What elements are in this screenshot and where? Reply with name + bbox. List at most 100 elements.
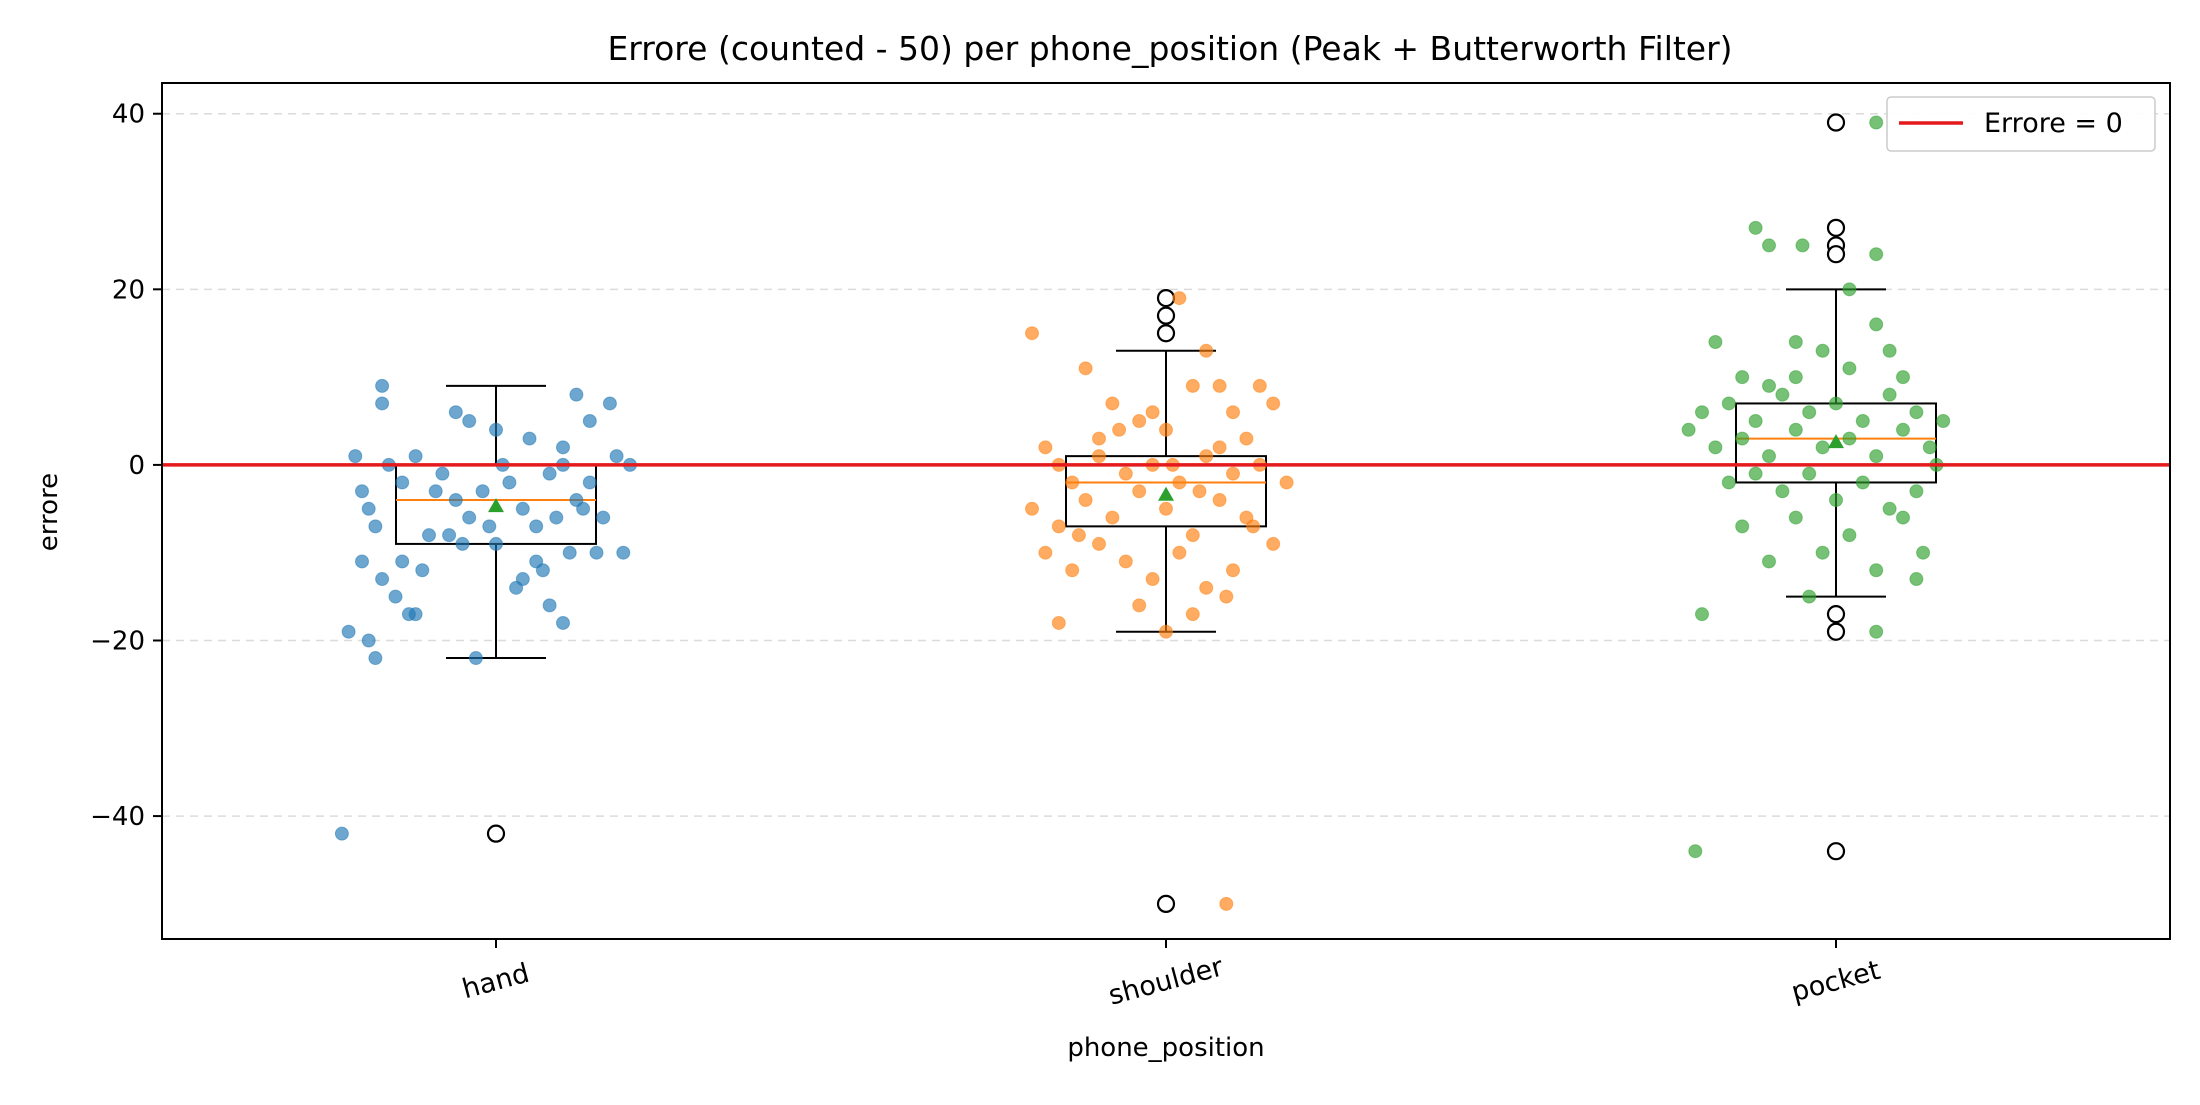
- data-point: [361, 501, 376, 516]
- data-point: [1226, 466, 1240, 481]
- legend: Errore = 0: [1886, 96, 2156, 152]
- data-point: [1896, 510, 1910, 525]
- legend-label: Errore = 0: [1984, 108, 2123, 139]
- x-tick-label: hand: [459, 958, 533, 1006]
- data-point: [1219, 589, 1234, 604]
- data-point: [1802, 405, 1817, 420]
- data-point: [1721, 475, 1736, 490]
- data-point: [1112, 422, 1127, 437]
- data-point: [1172, 475, 1187, 490]
- data-point: [1882, 387, 1897, 402]
- x-axis-ticks: hand shoulder pocket: [459, 939, 1884, 1012]
- outlier-marker: [1156, 894, 1176, 913]
- outlier-marker: [486, 824, 506, 843]
- outlier-marker: [1826, 842, 1846, 861]
- data-point: [1842, 528, 1857, 543]
- data-point: [355, 554, 369, 569]
- data-point: [341, 624, 356, 639]
- data-point: [1266, 536, 1281, 551]
- data-point: [1051, 615, 1066, 630]
- data-point: [1078, 493, 1093, 508]
- outlier-marker: [1826, 605, 1846, 624]
- data-point: [375, 378, 390, 393]
- data-point: [1199, 580, 1214, 595]
- data-point: [529, 519, 544, 534]
- data-point: [375, 396, 390, 411]
- mean-marker: [488, 498, 504, 513]
- data-point: [1688, 844, 1703, 859]
- outlier-marker: [1156, 288, 1176, 308]
- data-point: [1735, 519, 1750, 534]
- data-point: [395, 475, 410, 490]
- data-point: [1092, 536, 1106, 551]
- data-point: [334, 826, 349, 841]
- data-point: [1788, 422, 1803, 437]
- data-point: [1788, 370, 1803, 385]
- y-tick-label: 40: [112, 100, 145, 130]
- data-point: [1795, 238, 1810, 253]
- data-point: [428, 484, 443, 499]
- data-point: [422, 528, 436, 543]
- data-point: [1192, 484, 1207, 499]
- data-point: [1092, 431, 1106, 446]
- data-point: [1252, 378, 1267, 393]
- outlier-marker: [1156, 306, 1176, 325]
- data-point: [1788, 510, 1803, 525]
- data-point: [489, 422, 503, 437]
- data-point: [522, 431, 537, 446]
- data-point: [1855, 475, 1870, 490]
- data-point: [1681, 422, 1696, 437]
- data-point: [455, 536, 470, 551]
- data-point: [1065, 563, 1080, 578]
- data-point: [1869, 563, 1884, 578]
- y-tick-label: −20: [90, 626, 145, 656]
- data-point: [1279, 475, 1294, 490]
- data-point: [1038, 440, 1053, 455]
- data-point: [1132, 414, 1147, 429]
- data-point: [542, 598, 557, 613]
- mean-marker: [1158, 486, 1174, 501]
- data-point: [1815, 343, 1830, 358]
- data-point: [515, 572, 530, 587]
- data-point: [1226, 405, 1240, 420]
- data-point: [1762, 554, 1776, 569]
- data-point: [1762, 238, 1776, 253]
- data-point: [1869, 317, 1884, 332]
- data-point: [569, 387, 584, 402]
- data-point: [355, 484, 369, 499]
- data-point: [482, 519, 497, 534]
- data-point: [1226, 563, 1240, 578]
- data-point: [462, 414, 477, 429]
- data-point: [1909, 572, 1924, 587]
- data-point: [1159, 624, 1173, 639]
- data-point: [1916, 545, 1931, 560]
- data-point: [1842, 361, 1857, 376]
- data-point: [1246, 519, 1261, 534]
- data-point: [1748, 466, 1763, 481]
- data-point: [1695, 607, 1709, 622]
- y-axis-label: errore: [34, 473, 64, 551]
- data-point: [582, 414, 597, 429]
- data-point: [1185, 378, 1200, 393]
- data-point: [1266, 396, 1281, 411]
- data-point: [502, 475, 517, 490]
- data-point: [462, 510, 477, 525]
- data-point: [1842, 431, 1857, 446]
- data-point: [1869, 449, 1884, 464]
- data-point: [1775, 387, 1790, 402]
- data-point: [435, 466, 450, 481]
- data-point: [1829, 396, 1843, 411]
- data-point: [1025, 501, 1039, 516]
- data-point: [529, 554, 544, 569]
- data-point: [1199, 449, 1214, 464]
- x-axis-label: phone_position: [1067, 1033, 1264, 1063]
- data-point: [1802, 466, 1817, 481]
- y-tick-label: 0: [128, 451, 145, 481]
- data-point: [1922, 440, 1937, 455]
- outlier-marker: [1826, 113, 1846, 132]
- data-point: [1118, 466, 1133, 481]
- data-point: [1721, 396, 1736, 411]
- data-point: [415, 563, 430, 578]
- data-point: [1199, 343, 1214, 358]
